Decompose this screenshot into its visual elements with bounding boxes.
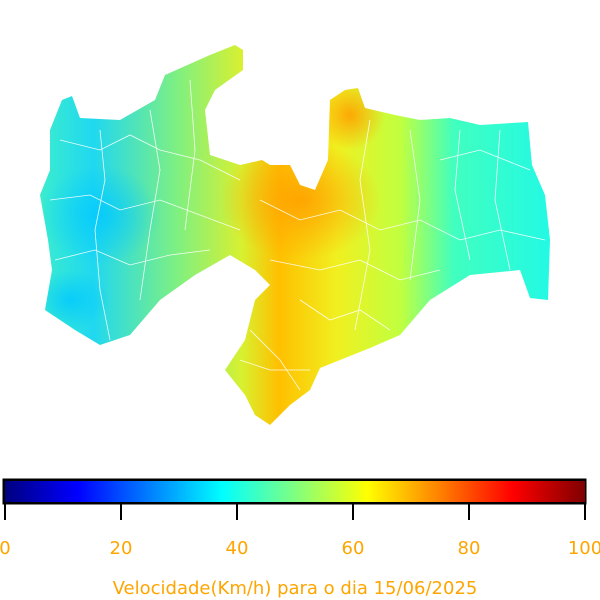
colorbar: 0 20 40 60 80 100	[0, 481, 600, 559]
colorbar-tick-label: 80	[458, 538, 481, 559]
colorbar-tick-label: 100	[568, 538, 600, 559]
colorbar-tick-label: 20	[110, 538, 133, 559]
colorbar-label: Velocidade(Km/h) para o dia 15/06/2025	[113, 578, 478, 599]
colorbar-tick-label: 60	[342, 538, 365, 559]
colorbar-tick-label: 0	[0, 538, 11, 559]
state-map	[40, 45, 550, 425]
colorbar-tick-label: 40	[226, 538, 249, 559]
colorbar-gradient	[5, 481, 585, 502]
